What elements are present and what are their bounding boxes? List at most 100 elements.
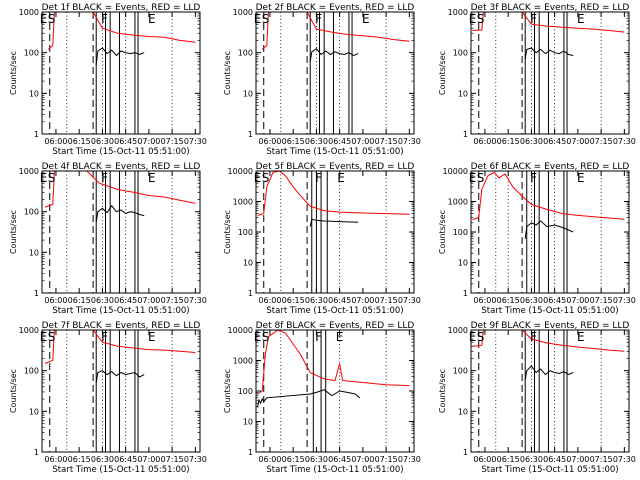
x-tick-label: 06:15 xyxy=(497,296,520,305)
event-marker-label: E xyxy=(469,330,477,344)
x-tick-label: 07:15 xyxy=(375,137,398,146)
x-axis-label: Start Time (15-Oct-11 05:51:00) xyxy=(266,306,403,316)
event-marker-label: S xyxy=(262,330,270,344)
y-tick-label: 1000 xyxy=(233,357,253,366)
events-series-line xyxy=(309,48,359,62)
x-tick-label: 06:45 xyxy=(543,455,566,464)
x-axis-label: Start Time (15-Oct-11 05:51:00) xyxy=(266,465,403,475)
x-tick-label: 07:30 xyxy=(398,455,421,464)
event-marker-label: E xyxy=(577,12,585,26)
event-marker-label: E xyxy=(40,12,48,26)
events-series-line xyxy=(95,47,145,65)
y-tick-label: 10 xyxy=(243,259,253,268)
y-axis-label: Counts/sec xyxy=(223,369,232,413)
x-tick-label: 06:30 xyxy=(91,137,114,146)
y-tick-label: 10000 xyxy=(443,167,468,176)
x-tick-label: 07:30 xyxy=(398,296,421,305)
chart-title: Det 1f BLACK = Events, RED = LLD xyxy=(42,3,201,13)
x-axis-label: Start Time (15-Oct-11 05:51:00) xyxy=(481,465,618,475)
x-tick-label: 06:00 xyxy=(473,455,496,464)
events-series-line xyxy=(524,220,574,239)
plot-frame xyxy=(41,11,201,135)
x-tick-label: 06:45 xyxy=(328,455,351,464)
x-tick-label: 06:00 xyxy=(258,137,281,146)
y-tick-label: 1000 xyxy=(19,326,39,335)
x-tick-label: 06:00 xyxy=(258,455,281,464)
plot-frame xyxy=(470,329,630,453)
y-tick-label: 1 xyxy=(248,130,253,139)
x-tick-label: 07:15 xyxy=(590,455,613,464)
y-tick-label: 1000 xyxy=(233,8,253,17)
x-tick-label: 07:30 xyxy=(613,137,636,146)
x-tick-label: 06:45 xyxy=(328,296,351,305)
chart-title: Det 5f BLACK = Events, RED = LLD xyxy=(256,162,415,172)
y-tick-label: 10 xyxy=(29,248,39,257)
y-tick-label: 1 xyxy=(463,448,468,457)
x-tick-label: 06:00 xyxy=(258,296,281,305)
lld-series-line xyxy=(44,330,196,364)
y-axis-label: Counts/sec xyxy=(223,210,232,254)
y-tick-label: 100 xyxy=(24,208,39,217)
y-axis-label: Counts/sec xyxy=(9,369,18,413)
x-tick-label: 06:00 xyxy=(473,296,496,305)
y-tick-label: 1 xyxy=(34,448,39,457)
y-tick-label: 10 xyxy=(243,89,253,98)
x-tick-label: 07:00 xyxy=(566,455,589,464)
x-tick-label: 07:15 xyxy=(161,137,184,146)
x-tick-label: 07:00 xyxy=(137,296,160,305)
event-marker-label: S xyxy=(262,171,270,185)
chart-title: Det 3f BLACK = Events, RED = LLD xyxy=(471,3,630,13)
event-marker-label: F xyxy=(315,330,322,344)
x-tick-label: 06:15 xyxy=(68,296,91,305)
lld-series-line xyxy=(261,12,410,50)
chart-title: Det 6f BLACK = Events, RED = LLD xyxy=(471,162,630,172)
plot-frame xyxy=(41,170,201,294)
x-tick-label: 06:30 xyxy=(520,296,543,305)
y-tick-label: 1000 xyxy=(448,198,468,207)
events-series-line xyxy=(309,218,359,227)
event-marker-label: E xyxy=(254,12,262,26)
x-tick-label: 06:15 xyxy=(282,296,305,305)
y-tick-label: 100 xyxy=(238,387,253,396)
events-series-line xyxy=(257,389,361,408)
x-tick-label: 06:00 xyxy=(473,137,496,146)
events-series-line xyxy=(95,370,145,383)
event-marker-label: F xyxy=(530,12,537,26)
x-tick-label: 07:00 xyxy=(566,296,589,305)
x-axis-label: Start Time (15-Oct-11 05:51:00) xyxy=(52,465,189,475)
y-tick-label: 10000 xyxy=(228,167,253,176)
lld-series-line xyxy=(472,171,625,221)
event-marker-label: E xyxy=(577,330,585,344)
lld-series-line xyxy=(257,171,410,216)
x-tick-label: 06:45 xyxy=(543,296,566,305)
y-tick-label: 1 xyxy=(34,130,39,139)
event-marker-label: E xyxy=(337,171,345,185)
y-tick-label: 10 xyxy=(29,407,39,416)
event-marker-label: S xyxy=(477,330,485,344)
y-tick-label: 10 xyxy=(458,89,468,98)
event-marker-label: F xyxy=(315,171,322,185)
plot-frame xyxy=(255,329,415,453)
x-axis-label: Start Time (15-Oct-11 05:51:00) xyxy=(481,306,618,316)
y-tick-label: 1 xyxy=(248,289,253,298)
x-tick-label: 07:00 xyxy=(351,137,374,146)
chart-title: Det 9f BLACK = Events, RED = LLD xyxy=(471,321,630,331)
y-tick-label: 10000 xyxy=(228,326,253,335)
event-marker-label: E xyxy=(577,171,585,185)
y-tick-label: 1000 xyxy=(233,198,253,207)
y-tick-label: 10 xyxy=(243,418,253,427)
y-tick-label: 1000 xyxy=(19,167,39,176)
y-tick-label: 1 xyxy=(463,130,468,139)
x-tick-label: 06:00 xyxy=(44,296,67,305)
lld-series-line xyxy=(257,330,410,395)
y-tick-label: 1000 xyxy=(19,8,39,17)
x-tick-label: 06:00 xyxy=(44,137,67,146)
event-marker-label: E xyxy=(148,330,156,344)
y-tick-label: 100 xyxy=(238,228,253,237)
